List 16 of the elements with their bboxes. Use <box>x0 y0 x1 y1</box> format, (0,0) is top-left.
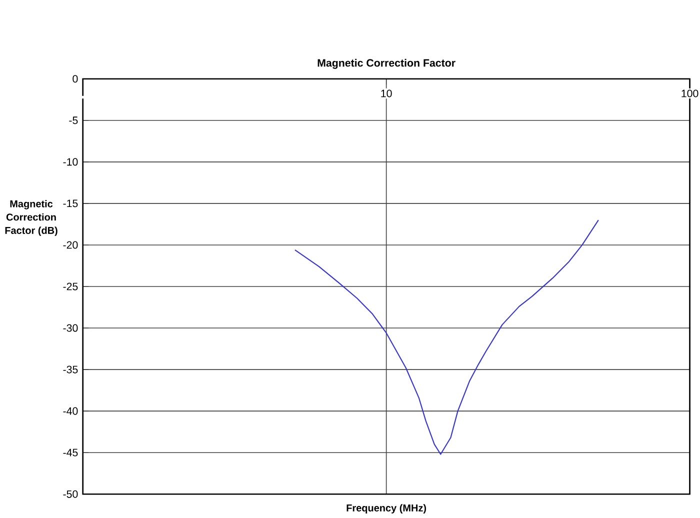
y-tick-label: -50 <box>63 490 78 498</box>
y-tick-label: -45 <box>63 448 78 456</box>
y-tick-label: -30 <box>63 324 78 332</box>
y-tick-label: -25 <box>63 282 78 290</box>
y-tick-label: -40 <box>63 407 78 415</box>
chart-title: Magnetic Correction Factor <box>318 58 456 69</box>
y-tick-label: -5 <box>69 116 78 124</box>
y-tick-label: -15 <box>63 200 78 208</box>
y-tick-label: -35 <box>63 366 78 374</box>
y-axis-title: Magnetic Correction Factor (dB) <box>5 200 58 236</box>
y-tick-label: 0 <box>72 75 78 83</box>
x-axis-title: Frequency (MHz) <box>346 504 426 514</box>
x-tick-label: 100 <box>682 90 698 98</box>
y-tick-label: -10 <box>63 158 78 166</box>
x-tick-label: 10 <box>381 90 392 98</box>
y-tick-label: -20 <box>63 241 78 249</box>
